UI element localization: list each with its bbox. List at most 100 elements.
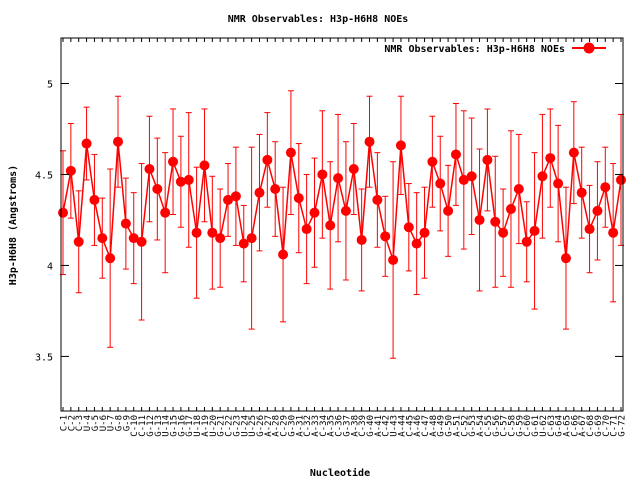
data-point bbox=[388, 254, 399, 265]
x-tick-label: C-52 bbox=[460, 415, 470, 437]
x-ticks: C-1C-2C-3U-4G-5U-6U-7G-8G-9C-10C-11G-12G… bbox=[60, 38, 628, 437]
data-point bbox=[348, 164, 359, 175]
data-point bbox=[105, 253, 116, 264]
data-point bbox=[97, 233, 108, 244]
x-tick-label: C-68 bbox=[586, 415, 596, 437]
x-tick-label: G-72 bbox=[618, 415, 628, 437]
x-tick-label: G-9 bbox=[122, 415, 132, 431]
data-point bbox=[207, 227, 218, 238]
data-point bbox=[340, 205, 351, 216]
data-point bbox=[136, 236, 147, 247]
x-tick-label: A-28 bbox=[272, 415, 282, 437]
x-tick-label: G-23 bbox=[232, 415, 242, 437]
x-tick-label: A-41 bbox=[374, 415, 384, 437]
data-point bbox=[160, 207, 171, 218]
x-tick-label: C-58 bbox=[507, 415, 517, 437]
x-tick-label: C-1 bbox=[60, 415, 70, 431]
data-points bbox=[58, 136, 626, 265]
data-point bbox=[65, 165, 76, 176]
data-point bbox=[262, 154, 273, 165]
x-tick-label: U-18 bbox=[193, 415, 203, 437]
y-ticks: 3.5 4 4.5 5 bbox=[35, 79, 623, 363]
data-point bbox=[238, 238, 249, 249]
x-tick-label: C-60 bbox=[523, 415, 533, 437]
x-tick-label: C-55 bbox=[484, 415, 494, 437]
x-tick-label: A-38 bbox=[350, 415, 360, 437]
x-tick-label: C-70 bbox=[602, 415, 612, 437]
data-point bbox=[411, 238, 422, 249]
x-tick-label: A-65 bbox=[562, 415, 572, 437]
x-tick-label: G-61 bbox=[531, 415, 541, 437]
x-tick-label: G-49 bbox=[437, 415, 447, 437]
y-tick-label: 5 bbox=[47, 79, 53, 90]
x-tick-label: G-8 bbox=[115, 415, 125, 431]
data-point bbox=[482, 154, 493, 165]
x-tick-label: A-46 bbox=[413, 415, 423, 437]
data-point bbox=[81, 138, 92, 149]
data-point bbox=[223, 194, 234, 205]
data-point bbox=[183, 174, 194, 185]
x-tick-label: A-19 bbox=[201, 415, 211, 437]
x-tick-label: A-51 bbox=[452, 415, 462, 437]
data-point bbox=[293, 193, 304, 204]
data-point bbox=[443, 205, 454, 216]
x-tick-label: C-22 bbox=[225, 415, 235, 437]
data-point bbox=[89, 194, 100, 205]
x-tick-label: G-17 bbox=[185, 415, 195, 437]
data-point bbox=[120, 218, 131, 229]
plot-frame bbox=[60, 37, 624, 412]
x-tick-label: A-54 bbox=[476, 415, 486, 437]
x-tick-label: G-69 bbox=[594, 415, 604, 437]
data-point bbox=[521, 236, 532, 247]
data-point bbox=[113, 136, 124, 147]
data-point bbox=[490, 216, 501, 227]
x-tick-label: G-26 bbox=[256, 415, 266, 437]
data-point bbox=[301, 224, 312, 235]
x-tick-label: U-43 bbox=[390, 415, 400, 437]
data-point bbox=[403, 222, 414, 233]
data-point bbox=[128, 233, 139, 244]
data-point bbox=[278, 249, 289, 260]
data-point bbox=[545, 153, 556, 164]
y-tick-label: 4 bbox=[47, 261, 53, 272]
data-point bbox=[498, 227, 509, 238]
x-tick-label: C-32 bbox=[303, 415, 313, 437]
data-point bbox=[246, 233, 257, 244]
x-tick-label: A-35 bbox=[327, 415, 337, 437]
x-tick-label: C-57 bbox=[500, 415, 510, 437]
x-tick-label: U-6 bbox=[99, 415, 109, 431]
x-tick-label: G-12 bbox=[146, 415, 156, 437]
x-tick-label: C-42 bbox=[382, 415, 392, 437]
x-tick-label: A-44 bbox=[397, 415, 407, 437]
x-tick-label: G-40 bbox=[366, 415, 376, 437]
data-point bbox=[608, 227, 619, 238]
x-tick-label: U-7 bbox=[107, 415, 117, 431]
data-point bbox=[152, 184, 163, 195]
x-tick-label: C-63 bbox=[547, 415, 557, 437]
x-axis-label: Nucleotide bbox=[310, 467, 370, 479]
y-tick-label: 4.5 bbox=[35, 170, 53, 181]
data-point bbox=[513, 184, 524, 195]
y-tick-label: 3.5 bbox=[35, 352, 53, 363]
x-tick-label: A-33 bbox=[311, 415, 321, 437]
data-point bbox=[568, 147, 579, 158]
data-point bbox=[450, 149, 461, 160]
x-tick-label: C-34 bbox=[319, 415, 329, 437]
x-tick-label: U-24 bbox=[240, 415, 250, 437]
x-tick-label: G-50 bbox=[445, 415, 455, 437]
data-point bbox=[474, 214, 485, 225]
x-tick-label: G-56 bbox=[492, 415, 502, 437]
data-point bbox=[505, 204, 516, 215]
x-tick-label: A-27 bbox=[264, 415, 274, 437]
x-tick-label: C-10 bbox=[130, 415, 140, 437]
x-tick-label: U-62 bbox=[539, 415, 549, 437]
data-point bbox=[58, 207, 68, 218]
x-tick-label: C-29 bbox=[280, 415, 290, 437]
x-tick-label: G-21 bbox=[217, 415, 227, 437]
x-tick-label: G-59 bbox=[515, 415, 525, 437]
data-point bbox=[144, 164, 155, 175]
data-point bbox=[537, 171, 548, 182]
data-point bbox=[215, 233, 226, 244]
